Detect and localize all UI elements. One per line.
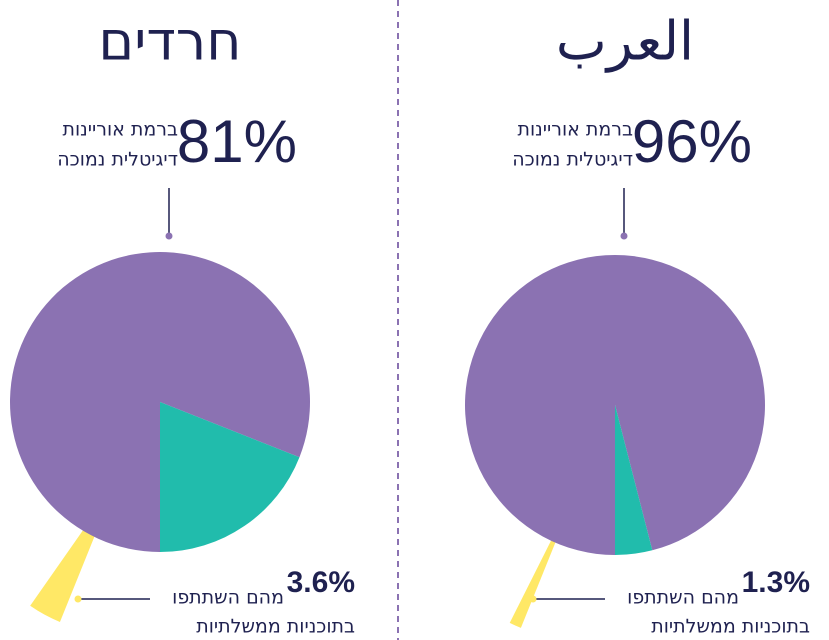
sub-label: בתוכניות ממשלתיות	[196, 616, 355, 638]
connector-dot	[165, 232, 173, 240]
callout-label: דיגיטלית נמוכה	[512, 149, 633, 171]
sub-label: בתוכניות ממשלתיות	[651, 616, 810, 638]
connector-dot	[74, 595, 82, 603]
pie-slice	[465, 255, 766, 555]
sub-value-label: 3.6%	[287, 566, 355, 599]
connector-dot	[620, 232, 628, 240]
callout-label: ברמת אוריינות	[517, 119, 633, 141]
connector-dot	[529, 595, 537, 603]
pie-slice	[615, 405, 653, 555]
chart-title: العرب	[556, 10, 694, 73]
value-label: 96%	[632, 108, 752, 175]
pie-slice	[160, 402, 300, 552]
sub-value-label: 1.3%	[742, 566, 810, 599]
sub-label: מהם השתתפו	[627, 587, 739, 609]
sub-label: מהם השתתפו	[172, 587, 284, 609]
chart-title: חרדים	[98, 10, 241, 73]
callout-label: דיגיטלית נמוכה	[57, 149, 178, 171]
value-label: 81%	[177, 108, 297, 175]
callout-label: ברמת אוריינות	[62, 119, 178, 141]
